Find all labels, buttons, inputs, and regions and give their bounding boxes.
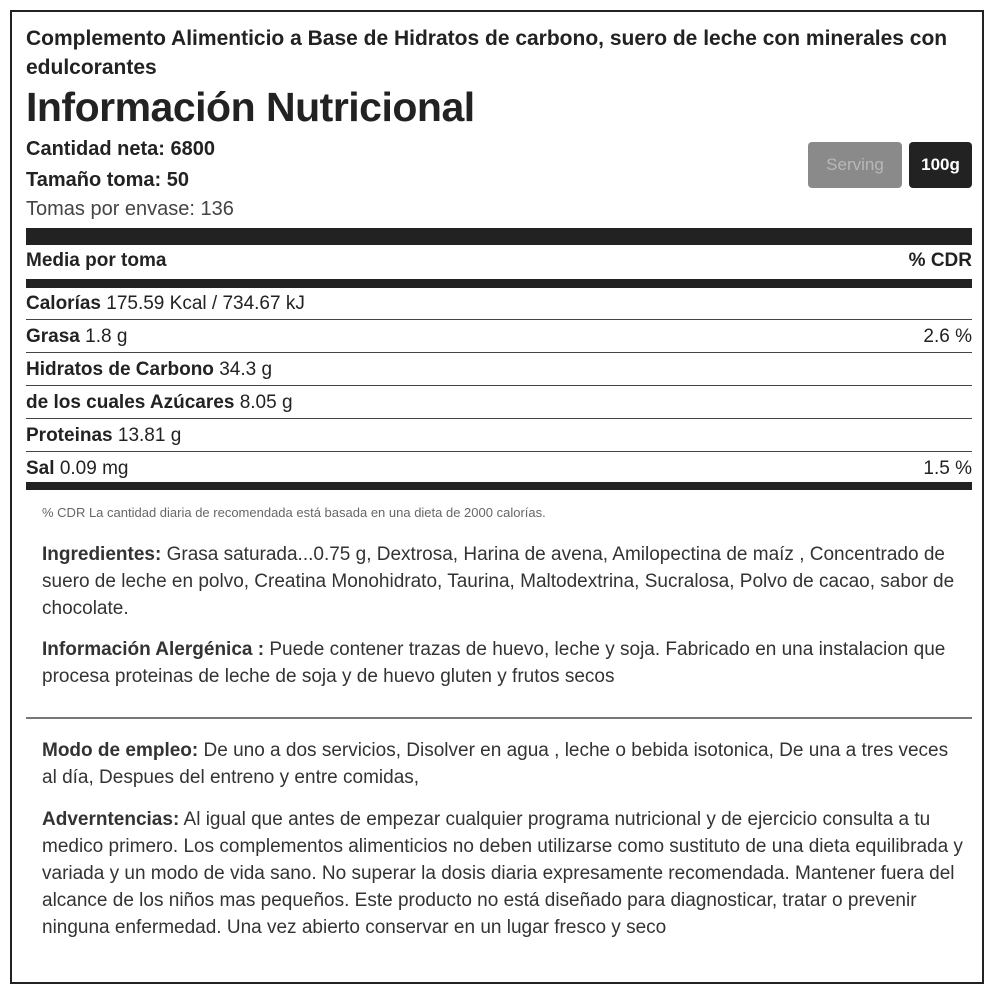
usage-text: De uno a dos servicios, Disolver en agua…	[42, 740, 949, 788]
warnings-label: Adverntencias:	[42, 809, 180, 830]
nutrient-cell: Proteinas 13.81 g	[26, 425, 181, 447]
table-header: Media por toma % CDR	[26, 250, 972, 272]
ingredients-label: Ingredientes:	[42, 544, 162, 565]
nutrient-label: de los cuales Azúcares	[26, 391, 235, 413]
allergens-label: Información Alergénica :	[42, 639, 265, 660]
nutrient-cdr: 1.5 %	[923, 457, 972, 479]
nutrient-row: Grasa 1.8 g 2.6 %	[26, 321, 972, 353]
nutrient-value: 175.59 Kcal / 734.67 kJ	[106, 292, 305, 314]
usage-label: Modo de empleo:	[42, 740, 199, 761]
servings-per-container: Tomas por envase: 136	[26, 198, 234, 220]
per-100g-button[interactable]: 100g	[909, 142, 972, 188]
serving-size: Tamaño toma: 50	[26, 169, 189, 191]
section-divider	[26, 717, 972, 719]
nutrient-label: Hidratos de Carbono	[26, 358, 214, 380]
nutrient-cdr: 2.6 %	[923, 325, 972, 347]
nutrient-label: Grasa	[26, 325, 80, 347]
nutrient-row: de los cuales Azúcares 8.05 g	[26, 387, 972, 419]
thick-divider	[26, 482, 972, 490]
nutrient-cell: Grasa 1.8 g	[26, 326, 127, 348]
thick-divider	[26, 279, 972, 288]
label-frame	[10, 10, 984, 984]
allergens-section: Información Alergénica : Puede contener …	[42, 636, 967, 690]
warnings-section: Adverntencias: Al igual que antes de emp…	[42, 806, 967, 941]
nutrient-cell: Hidratos de Carbono 34.3 g	[26, 359, 272, 381]
net-quantity: Cantidad neta: 6800	[26, 138, 215, 160]
header-left: Media por toma	[26, 250, 167, 271]
nutrient-cell: de los cuales Azúcares 8.05 g	[26, 392, 293, 414]
nutrient-label: Proteinas	[26, 424, 113, 446]
product-subtitle: Complemento Alimenticio a Base de Hidrat…	[26, 27, 948, 79]
nutrient-value: 1.8 g	[85, 325, 128, 347]
ingredients-text: Grasa saturada...0.75 g, Dextrosa, Harin…	[42, 544, 955, 619]
nutrient-row: Sal 0.09 mg 1.5 %	[26, 453, 972, 485]
header-right: % CDR	[908, 250, 972, 271]
page-title: Información Nutricional	[26, 84, 475, 130]
usage-section: Modo de empleo: De uno a dos servicios, …	[42, 737, 967, 791]
nutrient-row: Calorías 175.59 Kcal / 734.67 kJ	[26, 288, 972, 320]
nutrient-row: Hidratos de Carbono 34.3 g	[26, 354, 972, 386]
cdr-footnote: % CDR La cantidad diaria de recomendada …	[42, 505, 546, 520]
nutrient-value: 8.05 g	[239, 391, 293, 413]
thick-divider	[26, 228, 972, 245]
nutrient-label: Calorías	[26, 292, 101, 314]
nutrient-label: Sal	[26, 457, 55, 479]
allergens-text: Puede contener trazas de huevo, leche y …	[42, 639, 946, 687]
nutrient-row: Proteinas 13.81 g	[26, 420, 972, 452]
nutrient-value: 0.09 mg	[59, 457, 129, 479]
nutrient-value: 13.81 g	[117, 424, 182, 446]
nutrient-cell: Calorías 175.59 Kcal / 734.67 kJ	[26, 293, 305, 315]
warnings-text: Al igual que antes de empezar cualquier …	[42, 809, 963, 938]
nutrient-cell: Sal 0.09 mg	[26, 458, 128, 480]
ingredients-section: Ingredientes: Grasa saturada...0.75 g, D…	[42, 541, 967, 622]
nutrient-value: 34.3 g	[219, 358, 273, 380]
serving-button[interactable]: Serving	[808, 142, 902, 188]
